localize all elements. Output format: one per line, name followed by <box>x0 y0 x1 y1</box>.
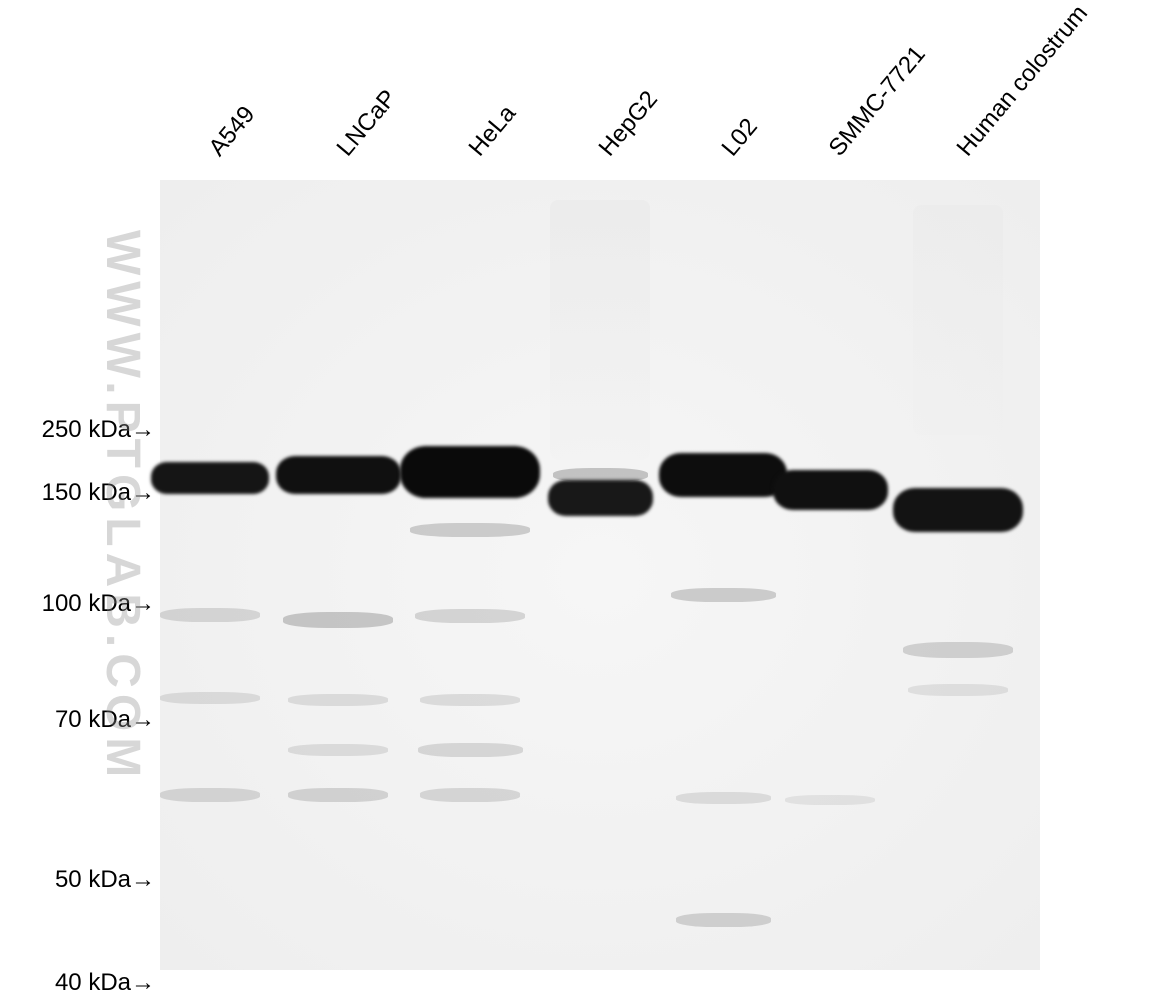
faint-band <box>288 694 388 706</box>
main-band <box>773 470 888 510</box>
main-band <box>893 488 1023 532</box>
lane-label: L02 <box>717 113 764 162</box>
faint-band <box>676 913 771 927</box>
faint-band <box>903 642 1013 658</box>
faint-band <box>418 743 523 757</box>
lane-label: LNCaP <box>332 85 403 162</box>
faint-band <box>420 694 520 706</box>
mw-marker: 50 kDa→ <box>55 866 155 894</box>
lane-label: Human colostrum <box>952 0 1094 162</box>
lane-labels: A549LNCaPHeLaHepG2L02SMMC-7721Human colo… <box>180 0 1040 180</box>
faint-band <box>160 692 260 704</box>
faint-band <box>410 523 530 537</box>
faint-band <box>420 788 520 802</box>
lane-label: SMMC-7721 <box>824 41 932 162</box>
smear <box>550 200 650 460</box>
watermark-text: WWW.PTGLAB.COM <box>95 230 150 783</box>
main-band <box>276 456 401 494</box>
lane-label: HepG2 <box>594 86 664 162</box>
faint-band <box>288 744 388 756</box>
main-band <box>548 480 653 516</box>
faint-band <box>283 612 393 628</box>
faint-band <box>785 795 875 805</box>
faint-band <box>908 684 1008 696</box>
lane-label: A549 <box>204 101 261 162</box>
blot-image <box>160 180 1040 970</box>
main-band <box>151 462 269 494</box>
lane-label: HeLa <box>464 100 522 162</box>
faint-band <box>160 608 260 622</box>
western-blot-figure: A549 LNCaP HeLa HepG2 L02 SMMC-7721Human colo… <box>0 0 1160 970</box>
mw-marker: 40 kDa→ <box>55 969 155 997</box>
faint-band <box>415 609 525 623</box>
main-band <box>659 453 787 497</box>
main-band <box>400 446 540 498</box>
faint-band <box>676 792 771 804</box>
faint-band <box>288 788 388 802</box>
faint-band <box>160 788 260 802</box>
smear <box>913 205 1003 435</box>
faint-band <box>671 588 776 602</box>
